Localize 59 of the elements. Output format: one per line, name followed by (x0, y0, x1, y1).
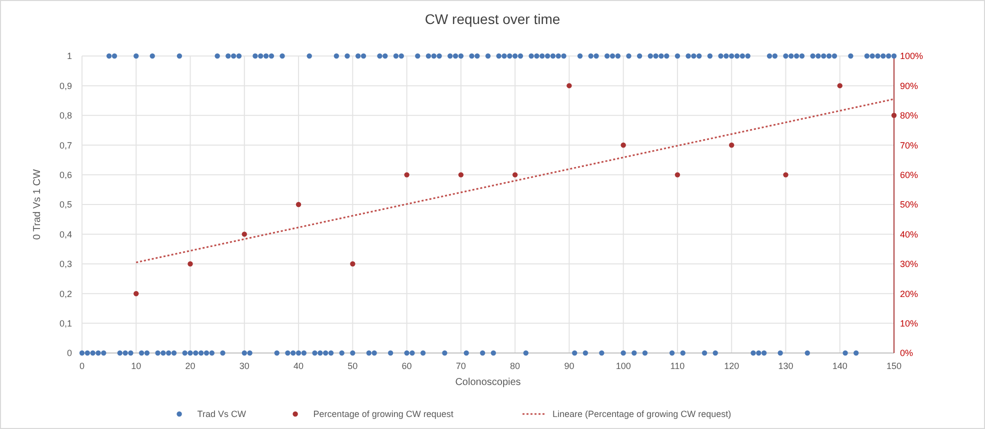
point (296, 202, 302, 208)
y2-tick-label: 20% (900, 288, 918, 299)
x-axis-title: Colonoscopies (455, 377, 521, 388)
x-tick-label: 110 (670, 361, 685, 371)
y-tick-label: 0,2 (59, 288, 72, 299)
y2-tick-label: 90% (900, 80, 918, 91)
y2-tick-label: 0% (900, 348, 914, 358)
x-tick-label: 10 (131, 361, 142, 371)
point (404, 172, 410, 178)
x-tick-label: 60 (402, 361, 412, 371)
y2-tick-label: 50% (900, 200, 918, 210)
x-tick-label: 20 (185, 361, 196, 371)
legend-label: Trad Vs CW (197, 409, 246, 419)
y2-tick-label: 70% (900, 140, 918, 150)
point (134, 291, 139, 296)
legend-label: Percentage of growing CW request (313, 409, 454, 419)
x-tick-label: 80 (510, 361, 520, 371)
point (837, 83, 842, 88)
point (188, 261, 193, 266)
y2-tick-label: 60% (900, 170, 918, 180)
x-tick-label: 30 (239, 361, 250, 371)
y-tick-label: 0,3 (59, 259, 72, 270)
y-tick-label: 0,4 (59, 229, 72, 240)
legend-label: Lineare (Percentage of growing CW request) (552, 409, 732, 419)
point (242, 232, 247, 237)
y-tick-label: 0,8 (59, 110, 72, 121)
x-tick-label: 90 (564, 361, 574, 371)
y2-tick-label: 80% (900, 110, 918, 121)
x-tick-label: 140 (832, 361, 848, 371)
y2-tick-label: 10% (900, 318, 918, 328)
chart-title: CW request over time (424, 11, 560, 27)
point (729, 142, 734, 148)
y-tick-label: 0,9 (59, 80, 72, 91)
x-tick-label: 100 (616, 361, 631, 371)
point (620, 142, 626, 148)
point (783, 172, 788, 178)
y-axis-title: 0 Trad Vs 1 CW (32, 168, 43, 240)
y-tick-label: 1 (66, 51, 72, 62)
y-tick-label: 0 (66, 348, 72, 358)
point (891, 112, 897, 118)
y-tick-label: 0,1 (59, 318, 72, 328)
y2-tick-label: 100% (900, 51, 924, 62)
y-tick-label: 0,7 (59, 140, 72, 150)
x-tick-label: 40 (294, 361, 304, 371)
x-tick-label: 50 (348, 361, 358, 371)
y-tick-label: 0,6 (59, 170, 72, 180)
x-tick-label: 130 (778, 361, 794, 371)
point (566, 83, 572, 88)
x-tick-label: 120 (724, 361, 740, 371)
x-tick-label: 150 (886, 361, 902, 371)
point (458, 172, 464, 178)
y-tick-label: 0,5 (59, 200, 72, 210)
y2-tick-label: 40% (900, 229, 918, 240)
x-tick-label: 70 (456, 361, 466, 371)
y2-tick-label: 30% (900, 259, 918, 270)
point (674, 172, 680, 178)
x-tick-label: 0 (79, 361, 85, 371)
point (512, 172, 518, 178)
point (350, 261, 356, 266)
